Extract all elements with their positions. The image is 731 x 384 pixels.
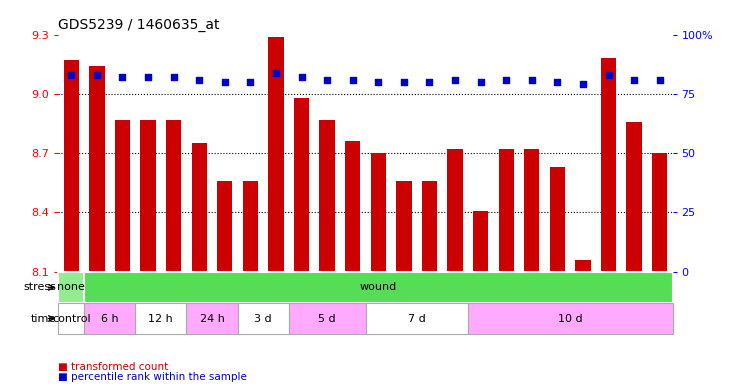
Point [423,79,435,85]
Text: ■ transformed count: ■ transformed count [58,362,169,372]
Text: GDS5239 / 1460635_at: GDS5239 / 1460635_at [58,18,220,32]
Point [270,70,282,76]
Point [654,76,665,83]
Point [244,79,256,85]
Bar [626,122,642,272]
Point [602,72,614,78]
Bar [319,119,335,272]
Point [449,76,461,83]
Point [500,76,512,83]
Bar [294,98,309,272]
Bar [243,181,258,272]
Point [168,74,180,80]
Point [474,79,486,85]
Bar [84,303,135,334]
Bar [366,303,468,334]
Bar [601,58,616,272]
Point [91,72,102,78]
Bar [371,153,386,272]
Point [346,76,358,83]
Point [193,76,205,83]
Bar [396,181,412,272]
Bar [652,153,667,272]
Text: 5 d: 5 d [318,313,336,323]
Bar [268,36,284,272]
Bar [58,272,84,303]
Bar [58,303,84,334]
Text: control: control [52,313,91,323]
Point [398,79,409,85]
Bar [524,149,539,272]
Bar [166,119,181,272]
Point [628,76,640,83]
Point [116,74,129,80]
Point [219,79,231,85]
Text: stress: stress [23,282,56,292]
Point [577,81,589,88]
Text: ■ percentile rank within the sample: ■ percentile rank within the sample [58,372,247,382]
Text: 10 d: 10 d [558,313,583,323]
Text: wound: wound [360,282,397,292]
Bar [499,149,514,272]
Bar [289,303,366,334]
Bar [550,167,565,272]
Bar [64,60,79,272]
Bar [192,143,207,272]
Bar [422,181,437,272]
Text: 3 d: 3 d [254,313,272,323]
Bar [140,119,156,272]
Point [321,76,333,83]
Text: 24 h: 24 h [200,313,224,323]
Bar [217,181,232,272]
Point [526,76,538,83]
Text: 12 h: 12 h [148,313,173,323]
Bar [186,303,238,334]
Point [66,72,77,78]
Text: time: time [31,313,56,323]
Text: 6 h: 6 h [101,313,118,323]
Point [142,74,154,80]
Bar [135,303,186,334]
Bar [473,210,488,272]
Point [373,79,385,85]
Bar [447,149,463,272]
Point [551,79,563,85]
Point [295,74,308,80]
Bar [575,260,591,272]
Bar [468,303,673,334]
Text: 7 d: 7 d [408,313,425,323]
Text: none: none [57,282,86,292]
Bar [115,119,130,272]
Bar [89,66,105,272]
Bar [238,303,289,334]
Bar [345,141,360,272]
